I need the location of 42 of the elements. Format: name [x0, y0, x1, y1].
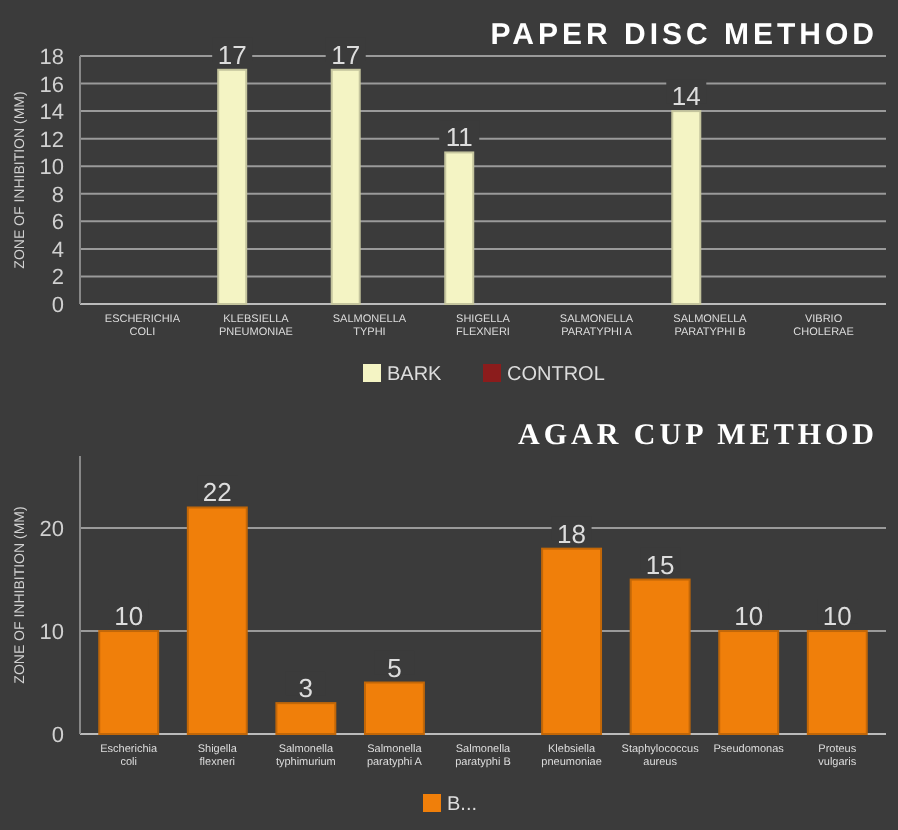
legend-label: B...: [447, 794, 478, 816]
bar: [98, 630, 160, 735]
data-label: 10: [734, 601, 764, 632]
y-tick-label: 0: [51, 724, 64, 748]
y-tick-label: 6: [51, 211, 64, 236]
bar: [186, 506, 248, 735]
bar: [718, 630, 780, 735]
y-tick-label: 0: [51, 294, 64, 318]
y-tick-label: 14: [39, 101, 64, 126]
y-tick-label: 16: [39, 73, 64, 98]
bar: [806, 630, 868, 735]
chart-title: PAPER DISC METHOD: [490, 18, 878, 52]
legend-label: CONTROL: [507, 364, 606, 386]
y-tick-label: 18: [39, 46, 64, 70]
y-tick-label: 20: [39, 518, 64, 543]
bar: [444, 151, 475, 305]
bar: [629, 578, 691, 735]
y-tick-label: 10: [39, 156, 64, 181]
y-tick-label: 10: [39, 621, 64, 646]
bar: [330, 68, 361, 305]
y-tick-label: 2: [51, 266, 64, 291]
data-label: 14: [671, 81, 701, 112]
data-label: 17: [331, 39, 361, 70]
data-label: 10: [114, 601, 144, 632]
data-label: 3: [298, 673, 314, 704]
data-label: 22: [202, 477, 232, 508]
legend-label: BARK: [387, 364, 443, 386]
data-label: 17: [217, 39, 247, 70]
bar: [541, 547, 603, 735]
y-tick-label: 4: [51, 238, 64, 263]
chart-title: AGAR CUP METHOD: [518, 420, 878, 452]
bar: [363, 681, 425, 735]
bar: [671, 110, 702, 305]
data-label: 18: [557, 518, 587, 549]
bar: [217, 68, 248, 305]
bar: [275, 702, 337, 735]
data-label: 15: [645, 549, 675, 580]
data-label: 10: [822, 601, 852, 632]
data-label: 11: [445, 122, 473, 153]
data-label: 5: [387, 652, 402, 683]
y-tick-label: 12: [39, 128, 64, 153]
y-tick-label: 8: [51, 183, 64, 208]
